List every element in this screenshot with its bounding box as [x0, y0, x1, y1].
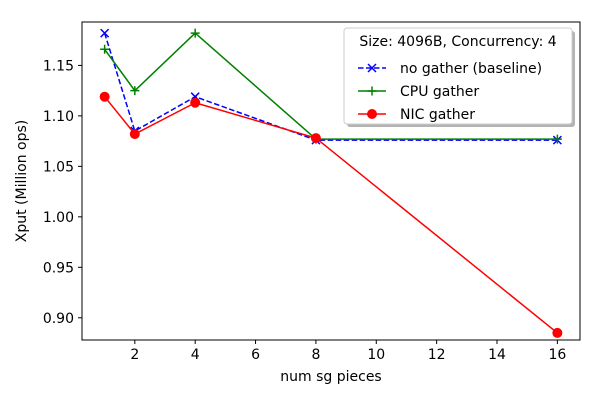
legend-item: CPU gather: [358, 84, 479, 100]
y-axis-label: Xput (Million ops): [14, 120, 30, 243]
y-tick-label: 1.05: [43, 159, 74, 175]
data-point: [100, 28, 110, 38]
data-point: [190, 28, 200, 38]
data-point: [100, 44, 110, 54]
data-point: [190, 97, 201, 108]
data-point: [129, 129, 140, 140]
legend-label: CPU gather: [400, 84, 479, 100]
y-tick-label: 1.15: [43, 58, 74, 74]
legend-item: NIC gather: [358, 107, 475, 123]
data-point: [552, 327, 563, 338]
legend-marker: [367, 63, 377, 73]
plot-frame: [81, 21, 581, 341]
legend: Size: 4096B, Concurrency: 4 no gather (ba…: [343, 27, 575, 127]
x-tick-label: 12: [428, 347, 446, 363]
legend-marker: [367, 86, 377, 96]
y-tick-label: 0.95: [43, 260, 74, 276]
legend-title: Size: 4096B, Concurrency: 4: [359, 34, 556, 50]
legend-item: no gather (baseline): [358, 61, 542, 77]
series-line: [104, 96, 558, 334]
y-tick-label: 1.10: [43, 109, 74, 125]
x-tick-label: 4: [191, 347, 200, 363]
x-tick-label: 10: [367, 347, 385, 363]
x-tick-label: 2: [130, 347, 139, 363]
y-tick-label: 0.90: [43, 311, 74, 327]
legend-label: NIC gather: [400, 107, 475, 123]
x-tick-label: 8: [311, 347, 320, 363]
series-1: [100, 28, 562, 144]
legend-label: no gather (baseline): [400, 61, 542, 77]
data-point: [99, 91, 110, 102]
series-2: [99, 91, 563, 338]
x-axis-label: num sg pieces: [280, 369, 381, 385]
data-point: [310, 133, 321, 144]
x-tick-label: 14: [488, 347, 506, 363]
y-axis: 0.90 0.95 1.00 1.05 1.10 1.15: [43, 58, 82, 327]
data-point: [552, 134, 562, 144]
x-axis: 2 4 6 8 10 12 14 16: [130, 340, 566, 363]
legend-box: [343, 27, 573, 125]
x-tick-label: 16: [548, 347, 566, 363]
legend-marker: [367, 109, 377, 119]
data-point: [130, 86, 140, 96]
x-tick-label: 6: [251, 347, 260, 363]
y-tick-label: 1.00: [43, 210, 74, 226]
series-layer: [99, 28, 563, 338]
